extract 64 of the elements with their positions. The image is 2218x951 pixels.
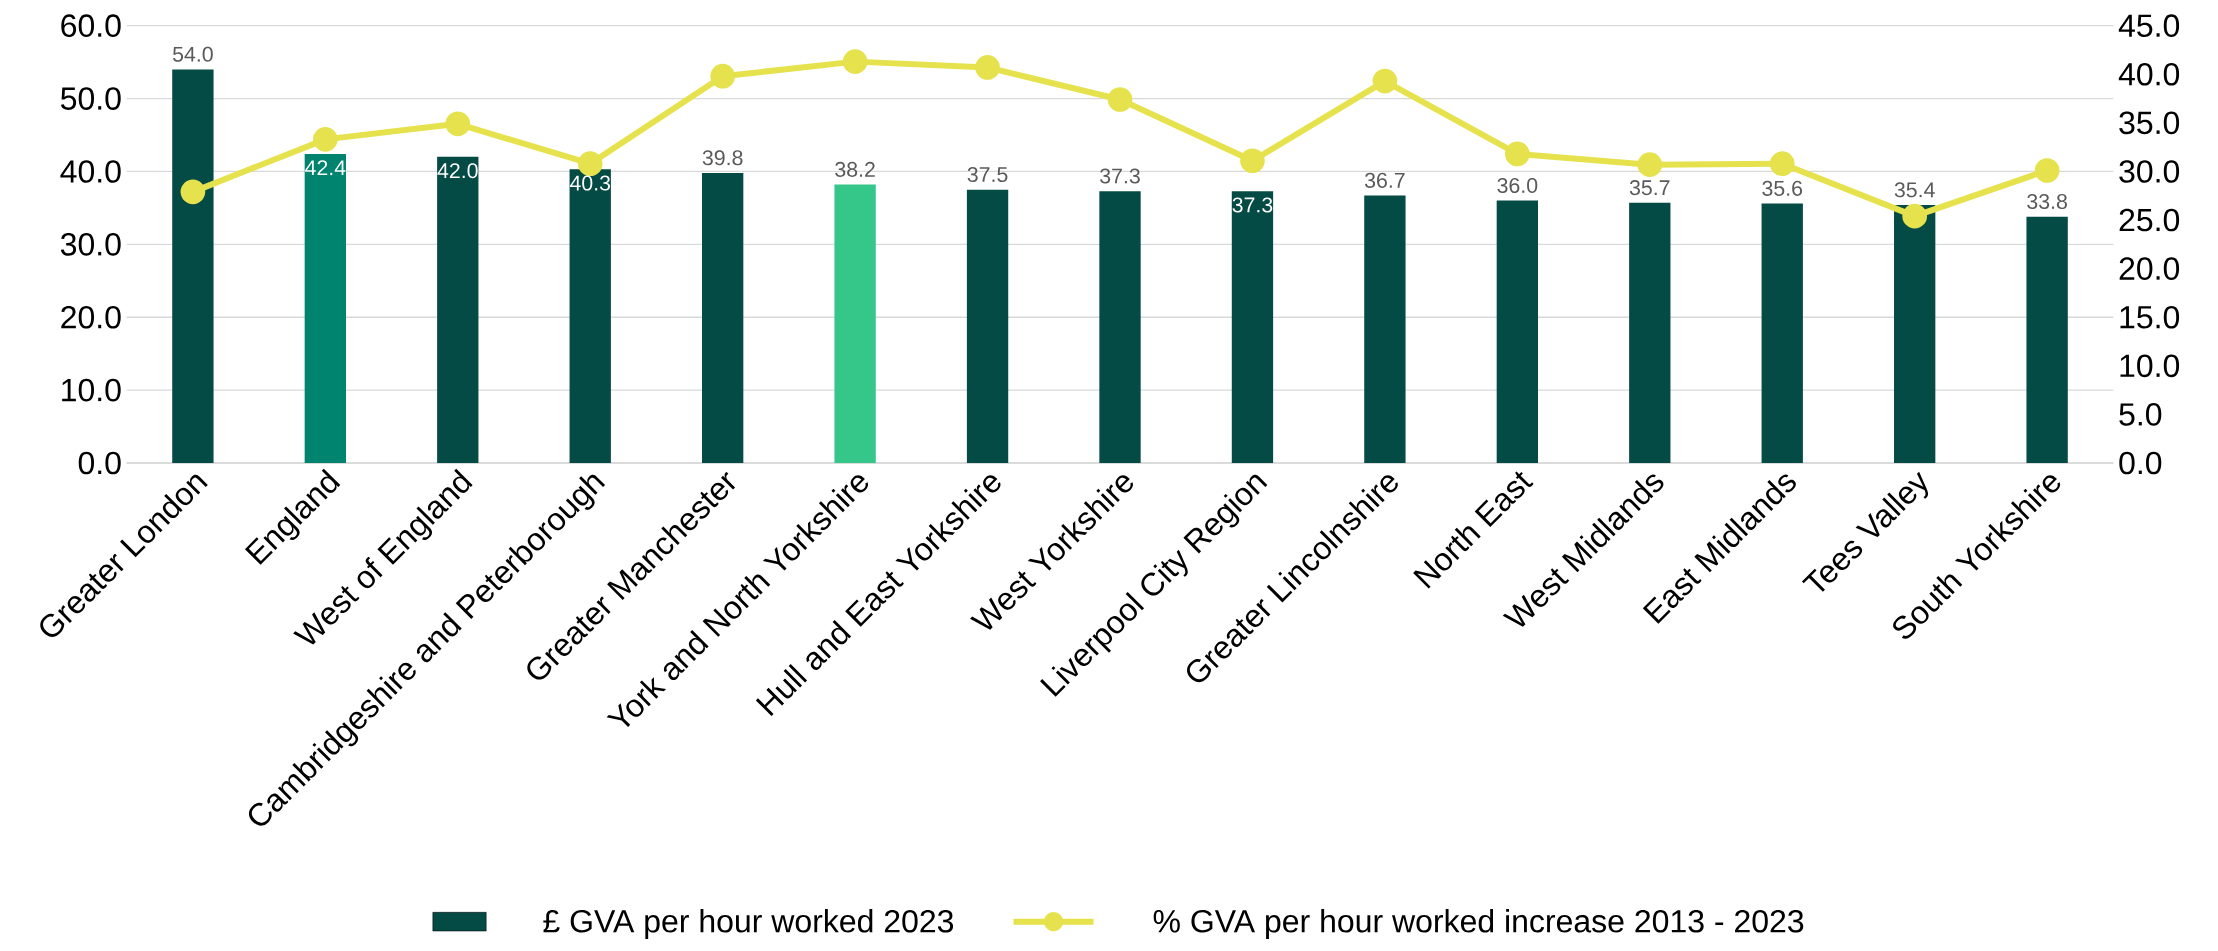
bar xyxy=(1761,203,1803,463)
point xyxy=(445,111,471,137)
y2-tick-label: 20.0 xyxy=(2119,257,2180,280)
point xyxy=(842,49,868,74)
point xyxy=(313,127,338,152)
point xyxy=(710,63,736,89)
y-tick-label: 60.0 xyxy=(61,14,121,37)
bar xyxy=(172,69,214,463)
data-label: 37.3 xyxy=(1232,197,1273,213)
legend-label: £ GVA per hour worked 2023 xyxy=(543,909,954,939)
bar xyxy=(834,184,876,463)
y2-tick-label: 15.0 xyxy=(2120,305,2180,329)
data-label: 39.8 xyxy=(702,150,743,166)
bar xyxy=(1894,204,1936,463)
legend-label: % GVA per hour worked increase 2013 - 2023 xyxy=(1153,909,1804,939)
bar xyxy=(1496,200,1539,463)
point xyxy=(577,151,603,176)
data-label: 37.3 xyxy=(1100,168,1140,184)
data-label: 36.0 xyxy=(1497,177,1538,193)
point xyxy=(180,179,206,205)
y2-tick-label: 10.0 xyxy=(2120,354,2180,378)
data-label: 35.4 xyxy=(1894,182,1935,198)
bar xyxy=(966,189,1009,463)
bar xyxy=(702,172,744,463)
data-label: 40.3 xyxy=(569,175,611,191)
data-label: 38.2 xyxy=(835,161,875,177)
y-tick-label: 30.0 xyxy=(60,233,121,256)
y-tick-label: 50.0 xyxy=(60,87,121,110)
y2-tick-label: 30.0 xyxy=(2119,160,2180,183)
point xyxy=(1107,87,1133,112)
y-tick-label: 10.0 xyxy=(62,378,121,402)
data-label: 33.8 xyxy=(2027,193,2067,210)
y-tick-label: 20.0 xyxy=(61,305,121,329)
bar xyxy=(1364,195,1406,463)
bar xyxy=(569,169,611,463)
point xyxy=(1637,152,1663,177)
y2-tick-label: 25.0 xyxy=(2119,208,2180,232)
y2-tick-label: 40.0 xyxy=(2118,62,2180,86)
data-label: 35.6 xyxy=(1762,180,1803,196)
bar xyxy=(1231,191,1274,463)
data-label: 42.4 xyxy=(305,160,346,176)
y2-tick-label: 0.0 xyxy=(2119,451,2162,475)
data-label: 54.0 xyxy=(172,46,213,62)
data-label: 37.5 xyxy=(967,166,1008,183)
bar xyxy=(437,156,479,463)
y2-tick-label: 35.0 xyxy=(2119,111,2180,135)
bar xyxy=(304,153,347,463)
point xyxy=(975,55,1000,80)
point xyxy=(1769,151,1795,176)
y-tick-label: 0.0 xyxy=(78,451,121,475)
point xyxy=(1505,141,1530,167)
data-label: 35.7 xyxy=(1629,180,1670,196)
bar xyxy=(1099,191,1141,463)
bar xyxy=(1629,202,1671,463)
data-label: 42.0 xyxy=(437,163,478,179)
point xyxy=(1902,203,1928,229)
point xyxy=(2034,158,2060,183)
y2-tick-label: 45.0 xyxy=(2118,14,2180,37)
data-label: 36.7 xyxy=(1364,172,1405,188)
point xyxy=(1240,148,1265,174)
y2-tick-label: 5.0 xyxy=(2119,403,2162,426)
point xyxy=(1372,68,1398,94)
y-tick-label: 40.0 xyxy=(60,160,121,183)
bar xyxy=(2026,216,2068,463)
